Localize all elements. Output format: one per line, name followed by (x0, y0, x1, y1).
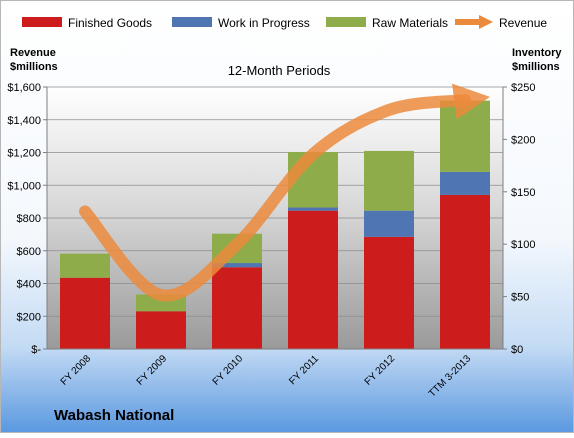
y-right-tick-label: $250 (511, 82, 535, 94)
y-left-tick-label: $1,000 (7, 180, 41, 192)
y-right-tick-label: $0 (511, 344, 523, 356)
bar-finished-goods-fy-2009 (136, 311, 186, 349)
bar-work-in-progress-fy-2012 (364, 210, 414, 237)
y-right-tick-label: $200 (511, 134, 535, 146)
bar-work-in-progress-fy-2011 (288, 207, 338, 211)
legend: Finished Goods Work in Progress Raw Materi… (22, 15, 547, 30)
company-name: Wabash National (54, 407, 174, 424)
y-right-tick-label: $100 (511, 239, 535, 251)
bar-finished-goods-fy-2008 (60, 277, 110, 349)
y-right-label-line-2: $millions (512, 61, 560, 73)
legend-arrow-revenue (479, 15, 493, 29)
legend-label-work-in-progress: Work in Progress (218, 16, 310, 30)
y-left-tick-label: $200 (17, 311, 41, 323)
legend-label-finished-goods: Finished Goods (68, 16, 152, 30)
legend-swatch-work-in-progress (172, 17, 212, 27)
y-left-tick-label: $800 (17, 213, 41, 225)
y-left-tick-label: $1,200 (7, 148, 41, 160)
y-left-label-line-2: $millions (10, 61, 58, 73)
y-left-tick-label: $- (31, 344, 41, 356)
legend-swatch-finished-goods (22, 17, 62, 27)
bar-finished-goods-ttm-3-2013 (440, 194, 490, 349)
chart-subtitle: 12-Month Periods (228, 63, 331, 78)
bar-raw-materials-ttm-3-2013 (440, 100, 490, 172)
y-left-tick-label: $400 (17, 279, 41, 291)
bar-raw-materials-fy-2012 (364, 150, 414, 211)
y-right-tick-label: $50 (511, 292, 529, 304)
bar-work-in-progress-ttm-3-2013 (440, 171, 490, 195)
legend-label-raw-materials: Raw Materials (372, 16, 448, 30)
y-left-label-line-1: Revenue (10, 47, 56, 59)
bar-work-in-progress-fy-2010 (212, 263, 262, 268)
y-left-tick-label: $1,600 (7, 82, 41, 94)
bar-finished-goods-fy-2011 (288, 210, 338, 349)
revenue-series (79, 83, 490, 302)
legend-label-revenue: Revenue (499, 16, 547, 30)
revenue-line (79, 83, 490, 302)
legend-swatch-raw-materials (326, 17, 366, 27)
y-right-tick-label: $150 (511, 187, 535, 199)
bar-finished-goods-fy-2012 (364, 236, 414, 349)
y-left-tick-label: $1,400 (7, 115, 41, 127)
bar-raw-materials-fy-2008 (60, 253, 110, 278)
y-right-label-line-1: Inventory (512, 47, 562, 59)
y-left-tick-label: $600 (17, 246, 41, 258)
bar-finished-goods-fy-2010 (212, 267, 262, 349)
